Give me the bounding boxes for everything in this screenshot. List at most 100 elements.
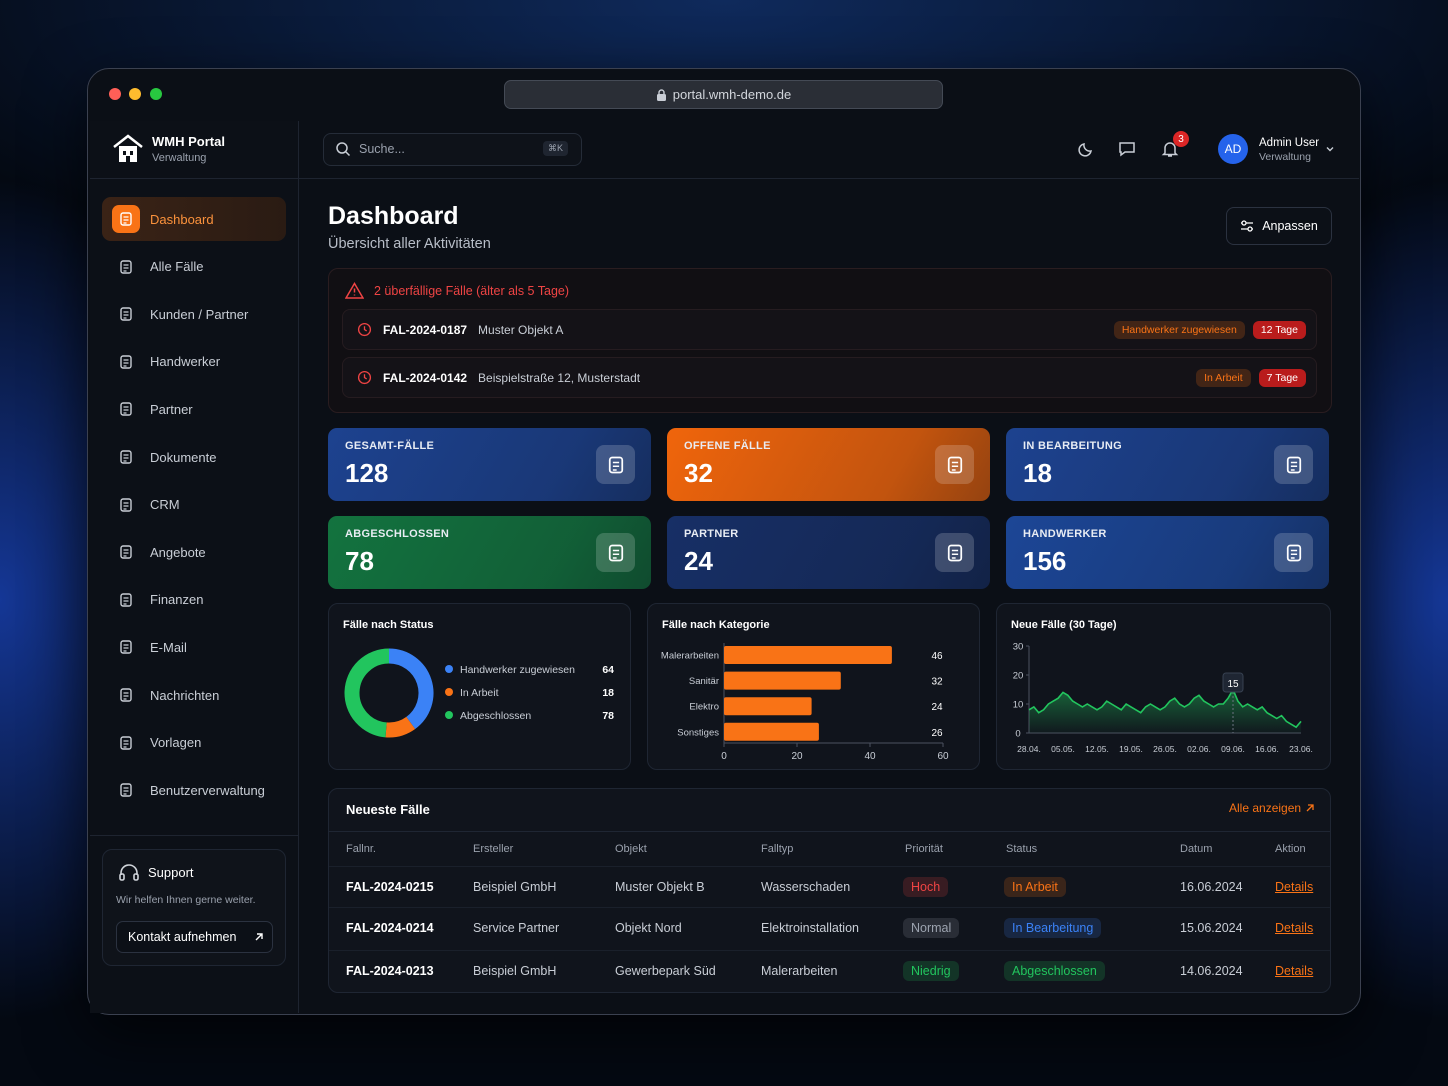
support-text: Wir helfen Ihnen gerne weiter. [116,894,256,906]
brand-subtitle: Verwaltung [152,152,207,164]
nav-item[interactable]: Vorlagen [102,721,286,765]
sidebar-divider [90,835,299,836]
contact-button[interactable]: Kontakt aufnehmen [116,921,273,953]
stat-card: HANDWERKER 156 [1006,516,1329,589]
icon-shape [947,456,962,473]
case-id: FAL-2024-0214 [346,921,434,935]
warning-icon [345,282,364,299]
icon [1286,544,1301,561]
icon [120,783,132,797]
alert-item[interactable]: FAL-2024-0187 Muster Objekt A Handwerker z… [342,309,1317,350]
customize-button[interactable]: Anpassen [1226,207,1332,245]
user-avatar[interactable]: AD [1218,134,1248,164]
stat-value: 24 [684,546,713,576]
priority-badge: Niedrig [903,961,959,981]
row-divider [329,950,1330,951]
icon-shape [951,461,958,471]
stat-value: 18 [1023,458,1052,488]
icon-shape [1290,549,1297,559]
icon-shape [120,640,132,655]
theme-toggle[interactable] [1077,140,1095,158]
nav-item[interactable]: Benutzerverwaltung [102,768,286,812]
url-bar[interactable]: portal.wmh-demo.de [504,80,943,109]
nav-item[interactable]: E-Mail [102,625,286,669]
alert-status: In Arbeit [1196,368,1251,387]
nav-item[interactable]: Handwerker [102,340,286,384]
nav-item[interactable]: Dashboard [102,197,286,241]
alert-status: Handwerker zugewiesen [1113,320,1245,339]
priority-badge: Normal [903,918,960,938]
nav-label: Vorlagen [150,735,202,751]
nav-label: Dashboard [150,211,214,227]
icon [120,688,132,702]
icon-shape [123,644,129,652]
nav-icon [112,586,140,614]
details-link[interactable]: Details [1275,921,1314,935]
user-role: Verwaltung [1259,151,1311,163]
nav-item[interactable]: Partner [102,387,286,431]
nav-icon [112,538,140,566]
trend-chart-panel [996,603,1331,770]
icon-shape [123,216,129,224]
table-cell: Malerarbeiten [761,964,838,978]
icon [120,497,132,512]
arrow-icon [1306,804,1314,812]
show-all-link[interactable]: Alle anzeigen [1229,801,1314,815]
icon [120,450,132,464]
row-divider [329,866,1330,867]
nav-label: Kunden / Partner [150,306,249,322]
nav-item[interactable]: CRM [102,483,286,527]
window-minimize[interactable] [129,88,141,100]
icon-shape [612,549,619,559]
table-cell: 15.06.2024 [1180,921,1243,935]
window-close[interactable] [109,88,121,100]
column-header: Ersteller [473,843,514,855]
nav-item[interactable]: Nachrichten [102,673,286,717]
stat-icon [596,533,635,572]
icon [120,212,132,226]
nav-label: Nachrichten [150,687,220,703]
icon-shape [123,597,129,605]
nav-label: Benutzerverwaltung [150,782,265,798]
icon [120,307,132,321]
user-menu-chevron[interactable] [1325,144,1335,154]
lock-icon [656,88,666,101]
search-box[interactable] [323,133,582,166]
nav-item[interactable]: Dokumente [102,435,286,479]
messages-button[interactable] [1118,140,1136,158]
details-link[interactable]: Details [1275,964,1314,978]
nav-item[interactable]: Finanzen [102,578,286,622]
details-link[interactable]: Details [1275,880,1314,894]
icon-shape [120,402,132,417]
alert-age: 12 Tage [1252,320,1306,339]
alert-item[interactable]: FAL-2024-0142 Beispielstraße 12, Musterst… [342,357,1317,398]
nav-icon [112,348,140,376]
icon-shape [120,259,132,274]
icon [608,456,623,473]
nav-item[interactable]: Angebote [102,530,286,574]
icon-shape [1290,461,1297,471]
alert-age: 7 Tage [1258,368,1306,387]
stat-icon [596,445,635,484]
icon-shape [123,406,129,414]
icon-shape [123,454,129,462]
icon-shape [123,549,129,557]
stat-card: OFFENE FÄLLE 32 [667,428,990,501]
nav-icon [112,776,140,804]
column-header: Datum [1180,843,1213,855]
icon-shape [947,544,962,561]
notifications-button[interactable] [1160,139,1180,159]
status-chart-panel [328,603,631,770]
nav-icon [112,633,140,661]
nav-item[interactable]: Kunden / Partner [102,292,286,336]
stat-icon [1274,445,1313,484]
nav-label: Partner [150,401,193,417]
window-zoom[interactable] [150,88,162,100]
nav-label: CRM [150,497,180,513]
icon-shape [123,501,129,510]
brand-logo [113,134,143,162]
nav-label: Alle Fälle [150,259,204,275]
url-text: portal.wmh-demo.de [672,87,792,102]
nav-item[interactable]: Alle Fälle [102,245,286,289]
icon-shape [120,593,132,607]
